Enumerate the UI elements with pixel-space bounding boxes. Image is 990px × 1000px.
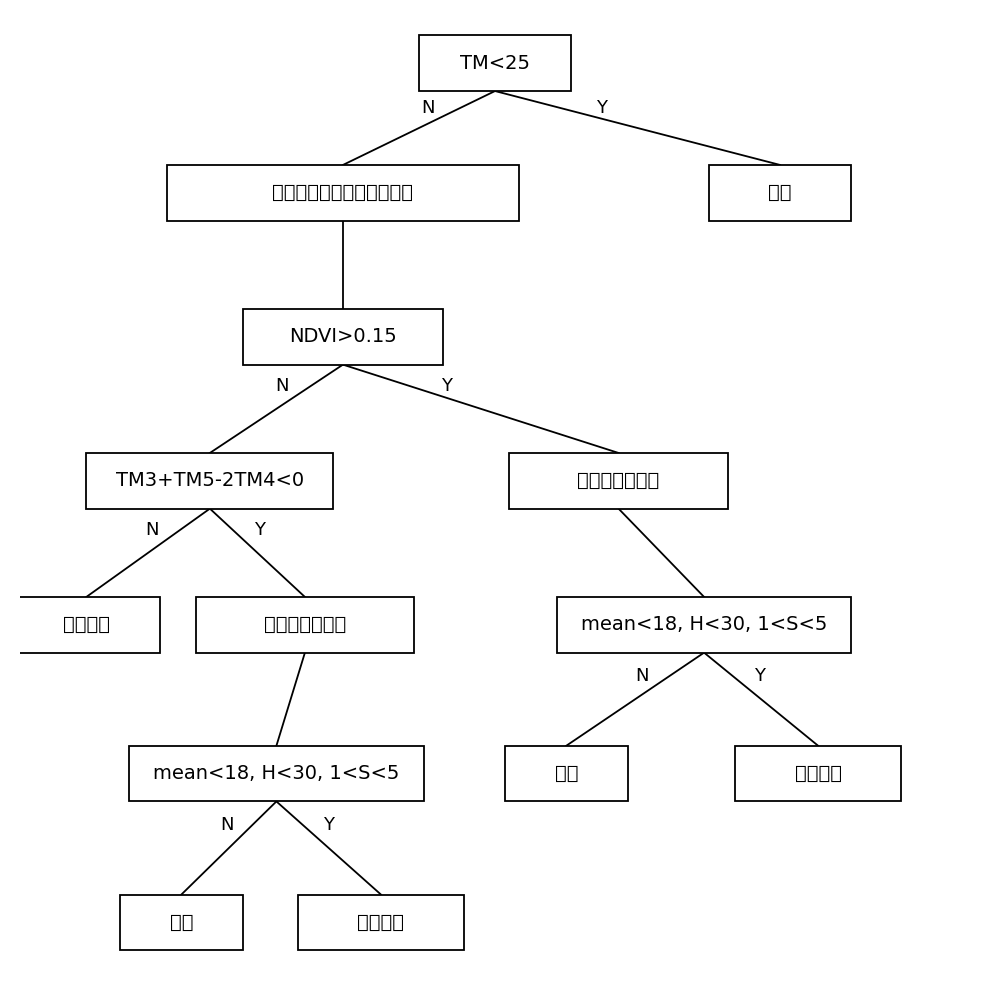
Text: 生态用地: 生态用地	[357, 913, 405, 932]
Text: Y: Y	[753, 667, 764, 685]
FancyBboxPatch shape	[196, 597, 414, 653]
Text: Y: Y	[441, 377, 452, 395]
Text: 耕地、生态用地: 耕地、生态用地	[577, 471, 659, 490]
Text: N: N	[275, 377, 289, 395]
FancyBboxPatch shape	[129, 746, 424, 801]
FancyBboxPatch shape	[120, 895, 244, 950]
FancyBboxPatch shape	[244, 309, 443, 365]
Text: 耕地、生态用地: 耕地、生态用地	[263, 615, 346, 634]
FancyBboxPatch shape	[86, 453, 334, 509]
Text: Y: Y	[323, 816, 335, 834]
Text: N: N	[422, 99, 436, 117]
Text: 建设用地: 建设用地	[62, 615, 110, 634]
Text: Y: Y	[253, 521, 264, 539]
FancyBboxPatch shape	[509, 453, 728, 509]
FancyBboxPatch shape	[167, 165, 519, 221]
Text: N: N	[636, 667, 648, 685]
FancyBboxPatch shape	[709, 165, 851, 221]
Text: 耕地、建设用地、生态用地: 耕地、建设用地、生态用地	[272, 183, 414, 202]
Text: TM<25: TM<25	[460, 54, 530, 73]
Text: mean<18, H<30, 1<S<5: mean<18, H<30, 1<S<5	[153, 764, 400, 783]
Text: 生态用地: 生态用地	[795, 764, 842, 783]
FancyBboxPatch shape	[735, 746, 901, 801]
FancyBboxPatch shape	[556, 597, 851, 653]
Text: 耕地: 耕地	[169, 913, 193, 932]
Text: 水体: 水体	[768, 183, 792, 202]
FancyBboxPatch shape	[505, 746, 628, 801]
Text: 耕地: 耕地	[554, 764, 578, 783]
FancyBboxPatch shape	[298, 895, 464, 950]
Text: mean<18, H<30, 1<S<5: mean<18, H<30, 1<S<5	[581, 615, 828, 634]
Text: TM3+TM5-2TM4<0: TM3+TM5-2TM4<0	[116, 471, 304, 490]
Text: Y: Y	[596, 99, 607, 117]
Text: NDVI>0.15: NDVI>0.15	[289, 327, 397, 346]
FancyBboxPatch shape	[13, 597, 160, 653]
FancyBboxPatch shape	[419, 35, 571, 91]
Text: N: N	[146, 521, 158, 539]
Text: N: N	[220, 816, 234, 834]
